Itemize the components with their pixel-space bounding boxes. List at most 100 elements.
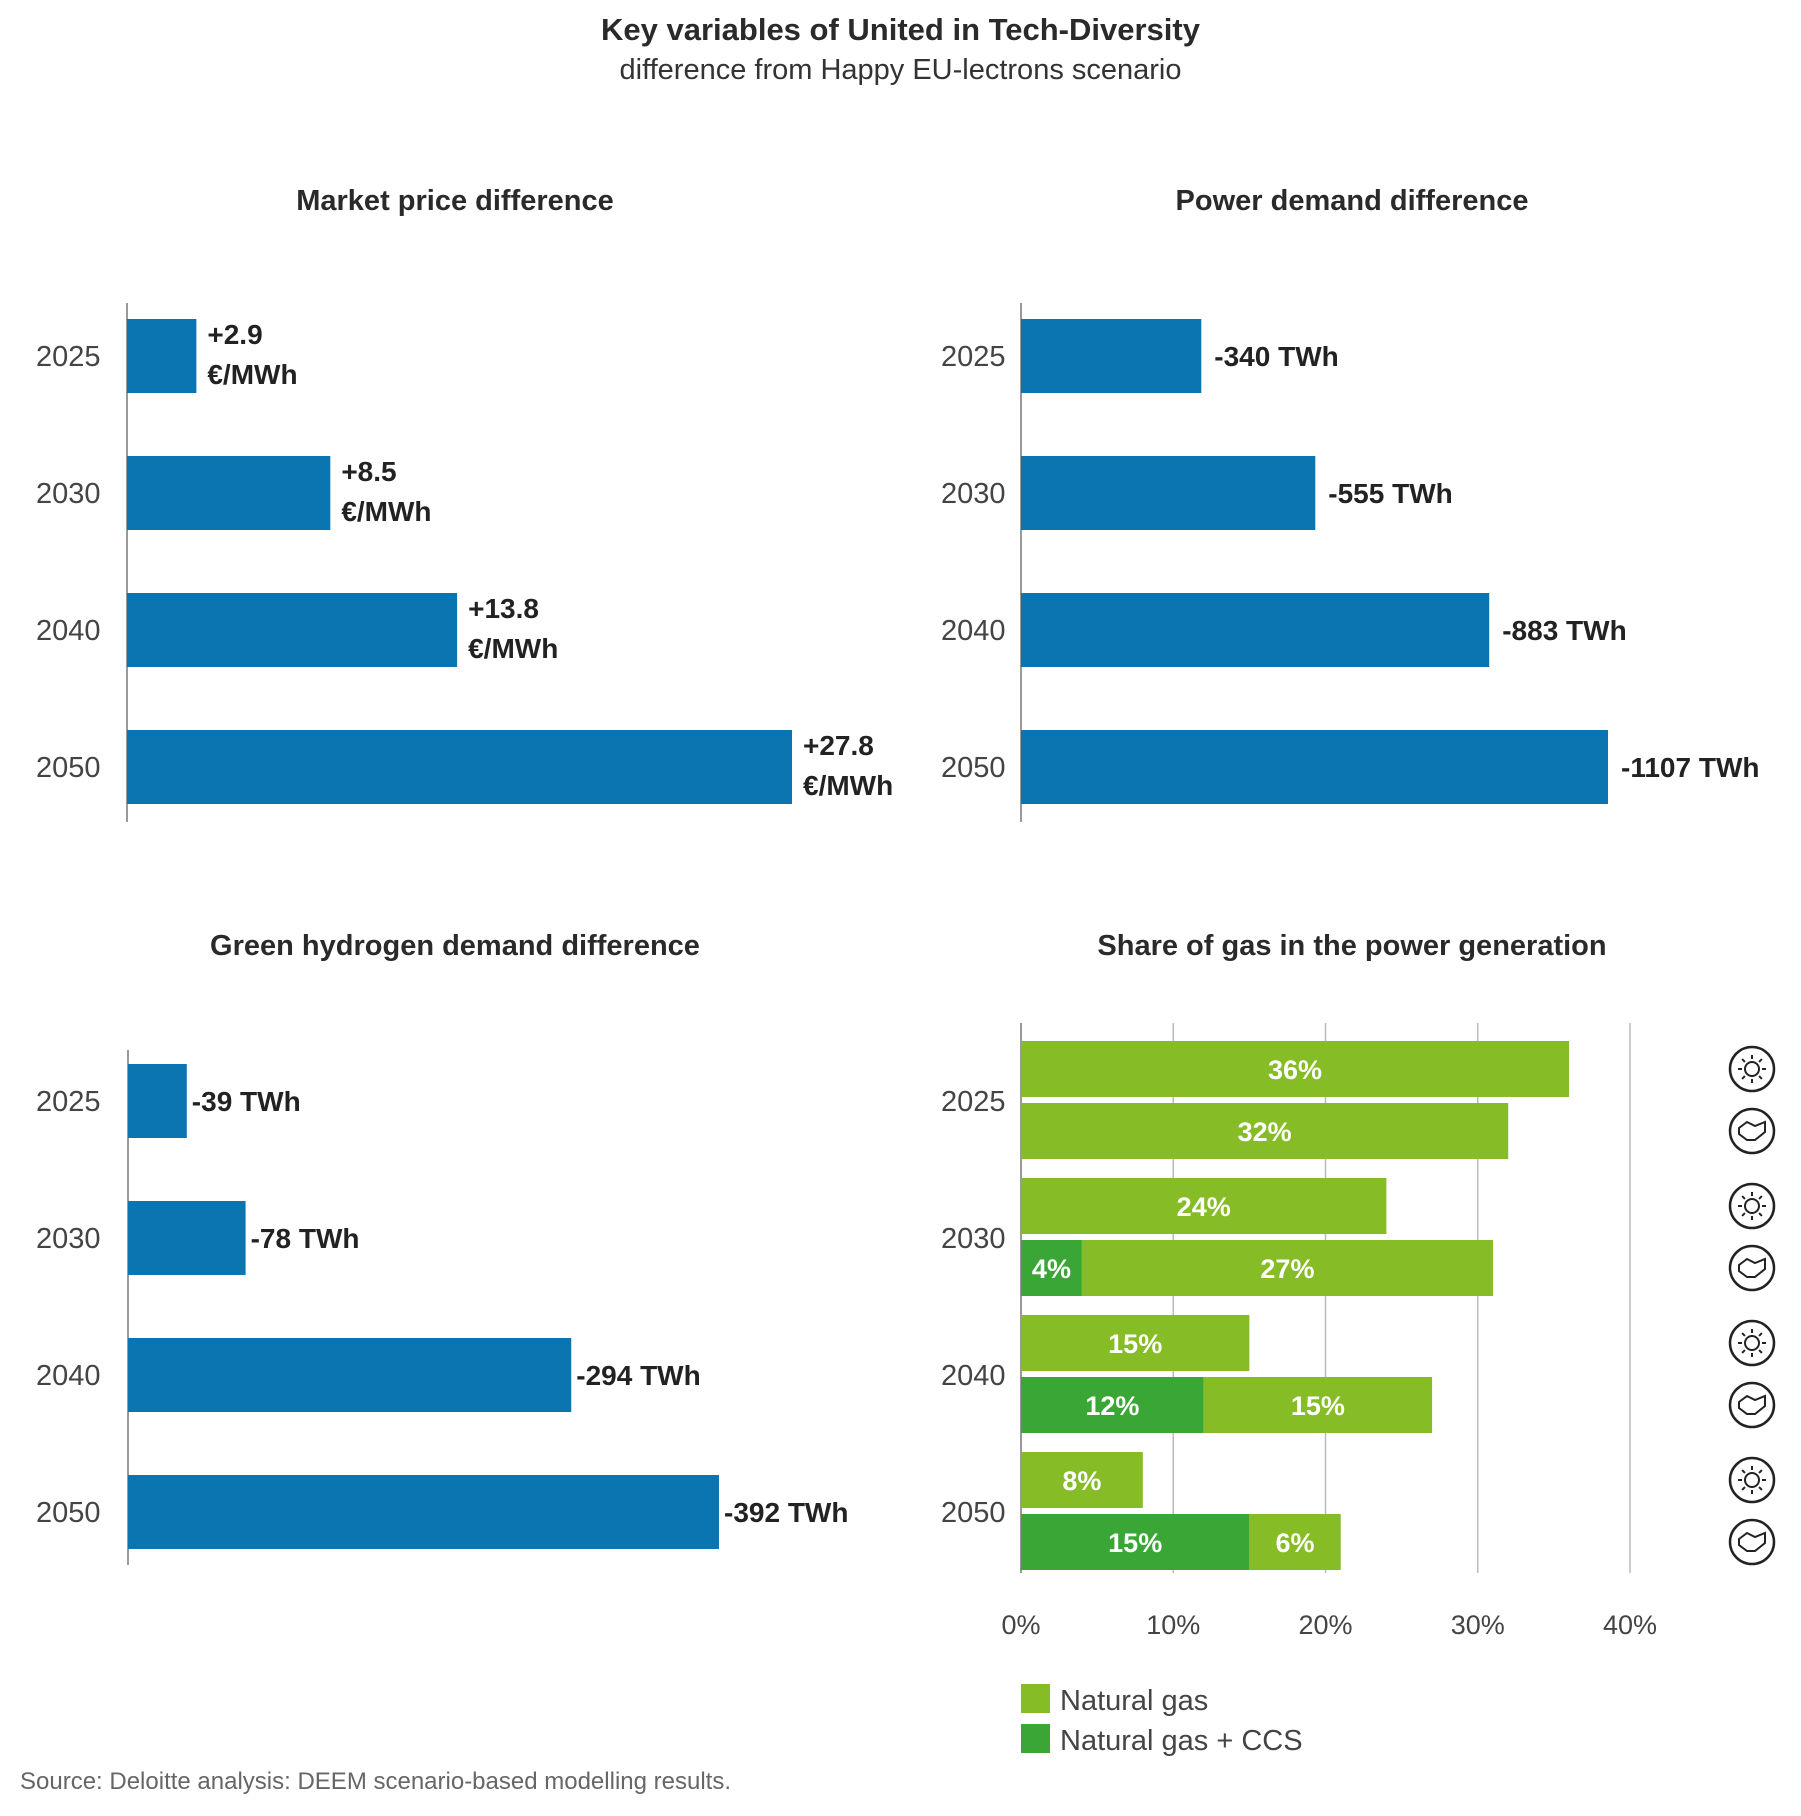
bar-segment-natural-gas	[1021, 1103, 1509, 1159]
sun-icon-core	[1744, 1335, 1760, 1351]
category-label: 2025	[36, 1086, 101, 1118]
bar-segment-natural-gas-ccs	[1021, 1377, 1204, 1433]
bar-2030	[128, 1201, 246, 1275]
value-label: -39 TWh	[192, 1086, 301, 1117]
category-label: 2040	[36, 615, 101, 647]
segment-label: 12%	[1085, 1391, 1139, 1421]
category-label: 2050	[941, 1497, 1006, 1529]
sun-icon-core	[1744, 1472, 1760, 1488]
category-label: 2025	[36, 341, 101, 373]
value-label: +8.5	[341, 456, 396, 487]
sun-icon-ray	[1741, 1332, 1746, 1337]
bar-segment-natural-gas	[1249, 1514, 1341, 1570]
handshake-icon	[1728, 1518, 1776, 1566]
sun-icon-ray	[1741, 1195, 1746, 1200]
sun-icon-ray	[1758, 1486, 1763, 1491]
segment-label: 8%	[1062, 1466, 1101, 1496]
category-label: 2025	[941, 1086, 1006, 1118]
bar-segment-natural-gas-ccs	[1021, 1240, 1082, 1296]
sun-icon-ray	[1758, 1075, 1763, 1080]
sun-icon-ray	[1758, 1469, 1763, 1474]
segment-label: 15%	[1291, 1391, 1345, 1421]
panel-title: Green hydrogen demand difference	[210, 930, 700, 962]
x-tick-label: 40%	[1603, 1610, 1657, 1640]
bar-2025	[128, 1064, 187, 1138]
bar-2050	[127, 730, 792, 804]
handshake-icon-shape	[1738, 1394, 1766, 1415]
segment-label: 15%	[1108, 1329, 1162, 1359]
value-label: -883 TWh	[1502, 615, 1626, 646]
category-label: 2030	[36, 478, 101, 510]
sun-icon-ray	[1741, 1058, 1746, 1063]
segment-label: 36%	[1268, 1055, 1322, 1085]
handshake-icon	[1728, 1381, 1776, 1429]
sun-icon	[1728, 1456, 1776, 1504]
value-unit-label: €/MWh	[468, 633, 558, 664]
panel-title: Share of gas in the power generation	[1097, 930, 1606, 962]
value-unit-label: €/MWh	[803, 770, 893, 801]
segment-label: 15%	[1108, 1528, 1162, 1558]
segment-label: 27%	[1260, 1254, 1314, 1284]
category-label: 2050	[941, 752, 1006, 784]
segment-label: 32%	[1238, 1117, 1292, 1147]
x-tick-label: 30%	[1451, 1610, 1505, 1640]
x-tick-label: 10%	[1146, 1610, 1200, 1640]
handshake-icon-shape	[1738, 1531, 1766, 1552]
value-unit-label: €/MWh	[341, 496, 431, 527]
sun-icon-ray	[1758, 1195, 1763, 1200]
bar-2030	[1021, 456, 1316, 530]
value-label: +13.8	[468, 593, 539, 624]
legend-swatch	[1021, 1684, 1050, 1713]
bar-2040	[1021, 593, 1490, 667]
bar-2050	[128, 1475, 719, 1549]
segment-label: 4%	[1032, 1254, 1071, 1284]
sun-icon	[1728, 1045, 1776, 1093]
bar-segment-natural-gas	[1081, 1240, 1493, 1296]
bar-segment-natural-gas-ccs	[1021, 1514, 1250, 1570]
value-label: -340 TWh	[1214, 341, 1338, 372]
category-label: 2040	[941, 1360, 1006, 1392]
x-tick-label: 0%	[1001, 1610, 1040, 1640]
value-label: -1107 TWh	[1621, 752, 1759, 783]
sun-icon-ray	[1741, 1469, 1746, 1474]
category-label: 2030	[941, 478, 1006, 510]
category-label: 2030	[941, 1223, 1006, 1255]
handshake-icon-shape	[1738, 1257, 1766, 1278]
sun-icon-ray	[1741, 1349, 1746, 1354]
bar-segment-natural-gas	[1021, 1041, 1570, 1097]
bar-segment-natural-gas	[1021, 1178, 1387, 1234]
value-label: +2.9	[207, 319, 262, 350]
legend-swatch	[1021, 1724, 1050, 1753]
bar-segment-natural-gas	[1203, 1377, 1433, 1433]
category-label: 2030	[36, 1223, 101, 1255]
sun-icon-ray	[1758, 1058, 1763, 1063]
category-label: 2050	[36, 752, 101, 784]
category-label: 2040	[941, 615, 1006, 647]
main-title: Key variables of United in Tech-Diversit…	[601, 12, 1200, 47]
handshake-icon	[1728, 1244, 1776, 1292]
sun-icon-ray	[1741, 1212, 1746, 1217]
value-label: -555 TWh	[1328, 478, 1452, 509]
bar-2040	[128, 1338, 572, 1412]
source-note: Source: Deloitte analysis: DEEM scenario…	[20, 1768, 731, 1795]
bar-segment-natural-gas	[1021, 1452, 1143, 1508]
sun-icon-core	[1744, 1061, 1760, 1077]
value-label: -78 TWh	[251, 1223, 360, 1254]
bar-2050	[1021, 730, 1608, 804]
panel-title: Market price difference	[296, 185, 614, 217]
bar-2030	[127, 456, 331, 530]
handshake-icon-shape	[1738, 1120, 1766, 1141]
category-label: 2050	[36, 1497, 101, 1529]
sun-icon-ray	[1758, 1212, 1763, 1217]
value-label: -392 TWh	[724, 1497, 848, 1528]
sun-icon-ray	[1758, 1349, 1763, 1354]
legend-label: Natural gas + CCS	[1060, 1725, 1303, 1757]
handshake-icon	[1728, 1107, 1776, 1155]
sun-icon-ray	[1741, 1486, 1746, 1491]
bar-segment-natural-gas	[1021, 1315, 1250, 1371]
sun-icon-core	[1744, 1198, 1760, 1214]
value-unit-label: €/MWh	[207, 359, 297, 390]
sun-icon-ray	[1741, 1075, 1746, 1080]
panel-title: Power demand difference	[1176, 185, 1529, 217]
